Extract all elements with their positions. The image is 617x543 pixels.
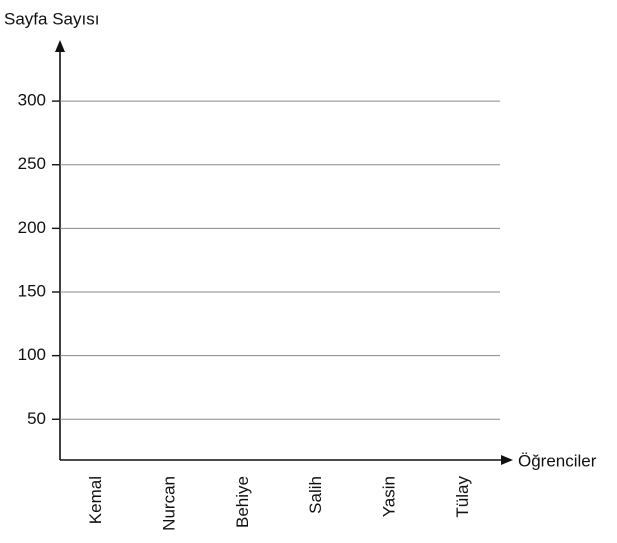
x-tick-label: Salih <box>306 476 325 514</box>
x-axis-label: Öğrenciler <box>518 451 597 470</box>
y-tick-label: 300 <box>18 91 46 110</box>
x-axis-arrow <box>501 455 513 465</box>
y-tick-label: 200 <box>18 218 46 237</box>
y-tick-label: 250 <box>18 154 46 173</box>
y-tick-label: 100 <box>18 345 46 364</box>
x-tick-label: Tülay <box>453 476 472 518</box>
x-tick-label: Behiye <box>233 476 252 528</box>
x-tick-label: Kemal <box>86 476 105 524</box>
y-tick-label: 150 <box>18 281 46 300</box>
y-axis-label: Sayfa Sayısı <box>4 9 99 28</box>
x-tick-label: Nurcan <box>159 476 178 531</box>
y-tick-label: 50 <box>27 409 46 428</box>
y-axis-arrow <box>55 40 65 52</box>
x-tick-label: Yasin <box>379 476 398 517</box>
